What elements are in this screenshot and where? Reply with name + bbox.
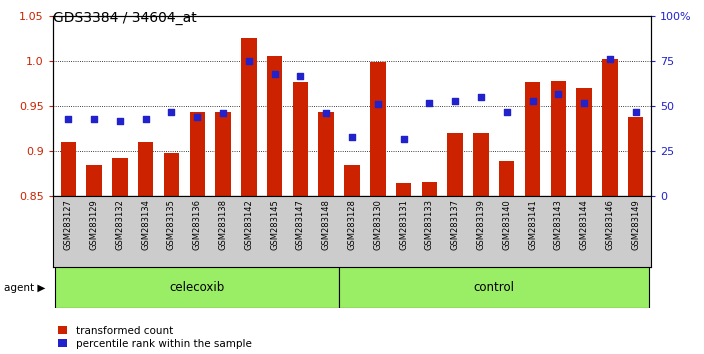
Point [604, 56, 615, 62]
Bar [551, 81, 566, 196]
Text: celecoxib: celecoxib [170, 281, 225, 294]
Bar [318, 112, 334, 196]
Point [140, 116, 151, 122]
Bar [577, 88, 592, 196]
Bar [628, 117, 643, 196]
Bar [87, 165, 102, 196]
Text: GSM283131: GSM283131 [399, 199, 408, 250]
Bar [344, 165, 360, 196]
Bar [138, 142, 153, 196]
Text: GSM283130: GSM283130 [373, 199, 382, 250]
Text: agent ▶: agent ▶ [4, 282, 45, 293]
Text: GSM283135: GSM283135 [167, 199, 176, 250]
Point [398, 136, 409, 142]
Point [475, 94, 486, 100]
Point [114, 118, 125, 124]
Point [527, 98, 538, 104]
Text: GSM283132: GSM283132 [115, 199, 125, 250]
Text: GSM283146: GSM283146 [605, 199, 615, 250]
Point [501, 109, 513, 114]
Text: GSM283148: GSM283148 [322, 199, 331, 250]
Point [218, 110, 229, 116]
Point [424, 100, 435, 105]
Point [243, 58, 254, 64]
Bar [602, 59, 617, 196]
Text: GSM283142: GSM283142 [244, 199, 253, 250]
Bar [189, 112, 205, 196]
Bar [473, 133, 489, 196]
Text: GSM283147: GSM283147 [296, 199, 305, 250]
Point [295, 73, 306, 78]
Text: GSM283137: GSM283137 [451, 199, 460, 250]
Text: GSM283136: GSM283136 [193, 199, 202, 250]
Text: GSM283139: GSM283139 [477, 199, 486, 250]
Bar [61, 142, 76, 196]
Point [191, 114, 203, 120]
Point [166, 109, 177, 114]
Text: GSM283133: GSM283133 [425, 199, 434, 250]
Point [89, 116, 100, 122]
Point [450, 98, 461, 104]
Bar [499, 161, 515, 196]
Point [372, 102, 384, 107]
Point [320, 110, 332, 116]
Point [63, 116, 74, 122]
Bar [396, 183, 411, 196]
Bar [448, 133, 463, 196]
Bar [293, 82, 308, 196]
Bar [339, 267, 648, 308]
Bar [215, 112, 231, 196]
Bar [164, 153, 180, 196]
Bar [56, 267, 339, 308]
Point [579, 100, 590, 105]
Text: GSM283128: GSM283128 [348, 199, 356, 250]
Point [269, 71, 280, 76]
Text: GSM283144: GSM283144 [579, 199, 589, 250]
Text: GDS3384 / 34604_at: GDS3384 / 34604_at [53, 11, 196, 25]
Bar [370, 62, 386, 196]
Bar [241, 39, 256, 196]
Point [346, 134, 358, 140]
Text: GSM283140: GSM283140 [502, 199, 511, 250]
Text: GSM283134: GSM283134 [142, 199, 150, 250]
Legend: transformed count, percentile rank within the sample: transformed count, percentile rank withi… [58, 326, 251, 349]
Bar [422, 182, 437, 196]
Text: GSM283145: GSM283145 [270, 199, 279, 250]
Text: GSM283149: GSM283149 [631, 199, 640, 250]
Bar [112, 158, 127, 196]
Bar [267, 56, 282, 196]
Text: GSM283141: GSM283141 [528, 199, 537, 250]
Text: GSM283143: GSM283143 [554, 199, 562, 250]
Text: GSM283138: GSM283138 [218, 199, 227, 250]
Text: GSM283127: GSM283127 [64, 199, 73, 250]
Text: GSM283129: GSM283129 [89, 199, 99, 250]
Point [553, 91, 564, 96]
Text: control: control [473, 281, 515, 294]
Bar [524, 82, 540, 196]
Point [630, 109, 641, 114]
